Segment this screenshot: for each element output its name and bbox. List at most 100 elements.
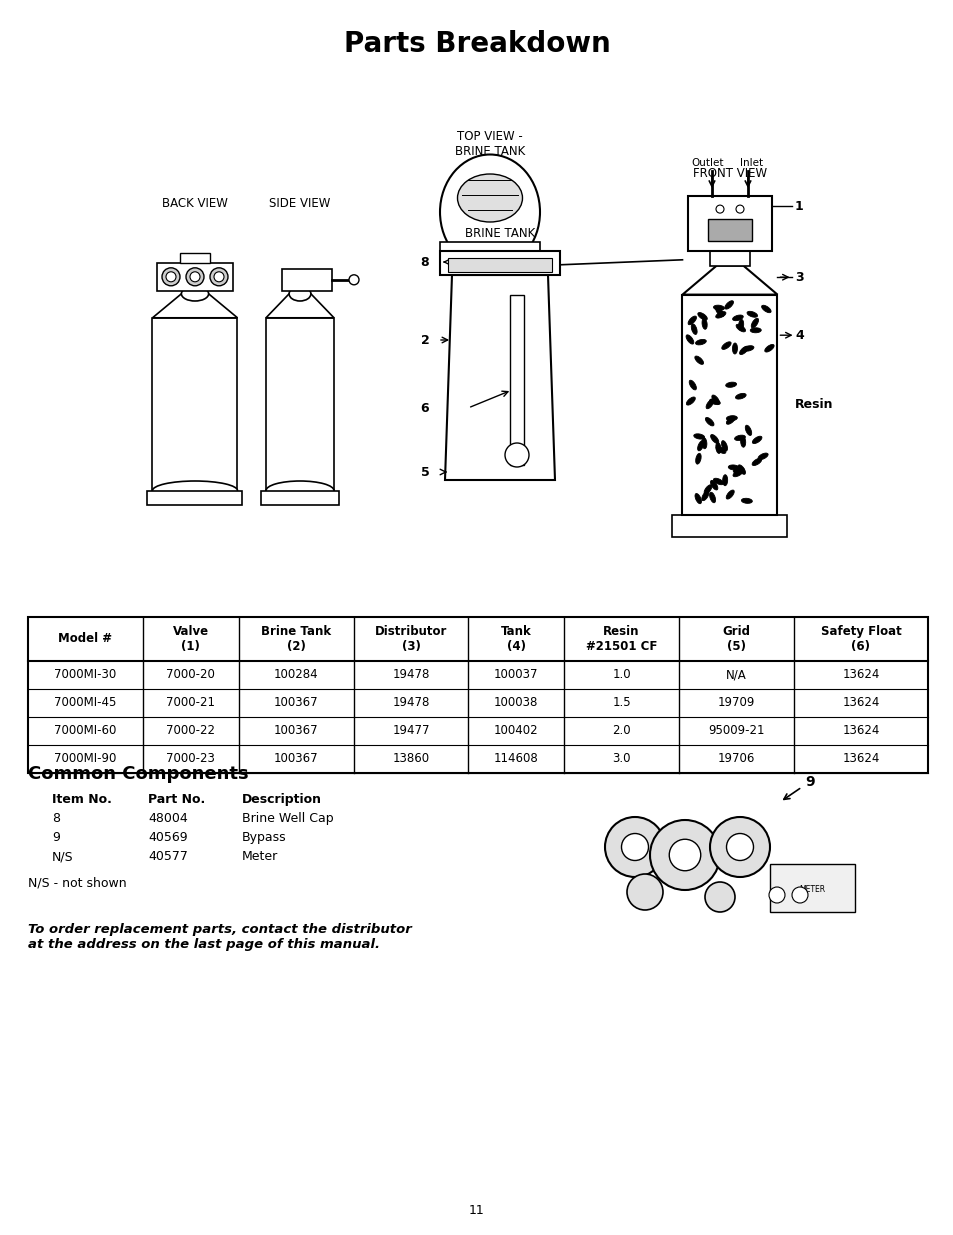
Text: Resin
#21501 CF: Resin #21501 CF — [585, 625, 657, 653]
Bar — [510, 295, 523, 466]
Text: 48004: 48004 — [148, 811, 188, 825]
Text: 100367: 100367 — [274, 752, 318, 766]
Text: N/A: N/A — [725, 668, 746, 682]
Text: N/S - not shown: N/S - not shown — [28, 877, 127, 890]
Ellipse shape — [152, 480, 237, 500]
Ellipse shape — [693, 433, 704, 440]
Text: 100402: 100402 — [494, 725, 538, 737]
Ellipse shape — [716, 446, 725, 453]
Circle shape — [190, 272, 200, 282]
Text: 5: 5 — [420, 466, 429, 478]
Ellipse shape — [764, 345, 773, 352]
Circle shape — [669, 840, 700, 871]
Ellipse shape — [725, 382, 736, 388]
Text: 19477: 19477 — [392, 725, 429, 737]
Bar — [28, 618, 927, 773]
Ellipse shape — [738, 464, 744, 474]
Ellipse shape — [751, 458, 760, 466]
Ellipse shape — [720, 441, 727, 451]
Text: Item No.: Item No. — [52, 793, 112, 806]
Circle shape — [735, 205, 743, 214]
Circle shape — [620, 834, 648, 861]
Text: 13624: 13624 — [841, 752, 879, 766]
Ellipse shape — [744, 425, 751, 436]
Circle shape — [791, 887, 807, 903]
Ellipse shape — [732, 471, 742, 477]
Text: Part No.: Part No. — [148, 793, 205, 806]
Text: N/S: N/S — [52, 850, 73, 863]
Circle shape — [349, 275, 358, 285]
Bar — [439, 251, 559, 275]
Text: 7000-23: 7000-23 — [166, 752, 215, 766]
Ellipse shape — [439, 154, 539, 269]
Text: 7000-22: 7000-22 — [166, 725, 215, 737]
Text: 7000MI-30: 7000MI-30 — [54, 668, 116, 682]
Circle shape — [186, 268, 204, 285]
Ellipse shape — [694, 356, 702, 364]
Text: Common Components: Common Components — [28, 764, 249, 783]
Ellipse shape — [727, 464, 739, 471]
Bar — [709, 251, 749, 266]
Ellipse shape — [701, 492, 708, 500]
Text: Brine Tank
(2): Brine Tank (2) — [261, 625, 331, 653]
Ellipse shape — [746, 311, 757, 317]
Text: 40569: 40569 — [148, 831, 188, 844]
Text: 1.5: 1.5 — [612, 697, 630, 709]
Ellipse shape — [709, 399, 720, 405]
Ellipse shape — [742, 346, 753, 351]
Ellipse shape — [715, 442, 720, 453]
Text: 8: 8 — [420, 256, 429, 268]
Bar — [157, 263, 233, 290]
Ellipse shape — [697, 312, 706, 320]
Bar — [672, 515, 786, 537]
Text: 100038: 100038 — [494, 697, 537, 709]
Ellipse shape — [709, 493, 715, 503]
Ellipse shape — [710, 435, 718, 443]
Text: BRINE TANK: BRINE TANK — [455, 144, 524, 158]
Ellipse shape — [697, 441, 703, 451]
Ellipse shape — [758, 453, 767, 459]
Ellipse shape — [740, 498, 752, 504]
Text: 8: 8 — [52, 811, 60, 825]
Ellipse shape — [760, 305, 770, 312]
Text: 7000-21: 7000-21 — [166, 697, 215, 709]
Text: 100367: 100367 — [274, 725, 318, 737]
Circle shape — [649, 820, 720, 890]
Bar — [261, 490, 338, 505]
Bar — [707, 219, 751, 241]
Circle shape — [213, 272, 224, 282]
Circle shape — [604, 818, 664, 877]
Text: Inlet: Inlet — [740, 158, 762, 168]
Text: 19706: 19706 — [717, 752, 755, 766]
Circle shape — [166, 272, 175, 282]
Ellipse shape — [710, 480, 717, 490]
Text: 13624: 13624 — [841, 697, 879, 709]
Ellipse shape — [739, 346, 747, 354]
Ellipse shape — [724, 300, 733, 309]
Text: BRINE TANK: BRINE TANK — [464, 227, 535, 240]
Circle shape — [726, 834, 753, 861]
Ellipse shape — [750, 319, 758, 329]
Circle shape — [704, 882, 734, 911]
Text: 19709: 19709 — [717, 697, 755, 709]
Text: 2.0: 2.0 — [612, 725, 630, 737]
Text: 3: 3 — [794, 270, 802, 284]
Text: 11: 11 — [469, 1204, 484, 1216]
Circle shape — [504, 443, 529, 467]
Text: 100367: 100367 — [274, 697, 318, 709]
Ellipse shape — [457, 174, 522, 222]
Text: Meter: Meter — [242, 850, 278, 863]
Ellipse shape — [695, 340, 705, 345]
Circle shape — [626, 874, 662, 910]
Text: 19478: 19478 — [392, 668, 429, 682]
Text: Model #: Model # — [58, 632, 112, 646]
Polygon shape — [681, 266, 777, 295]
Text: Brine Well Cap: Brine Well Cap — [242, 811, 334, 825]
Ellipse shape — [266, 480, 334, 500]
Text: SIDE VIEW: SIDE VIEW — [269, 198, 331, 210]
Bar — [152, 317, 237, 490]
Ellipse shape — [732, 315, 742, 321]
Ellipse shape — [725, 416, 735, 425]
Text: Grid
(5): Grid (5) — [721, 625, 750, 653]
Ellipse shape — [704, 417, 713, 426]
